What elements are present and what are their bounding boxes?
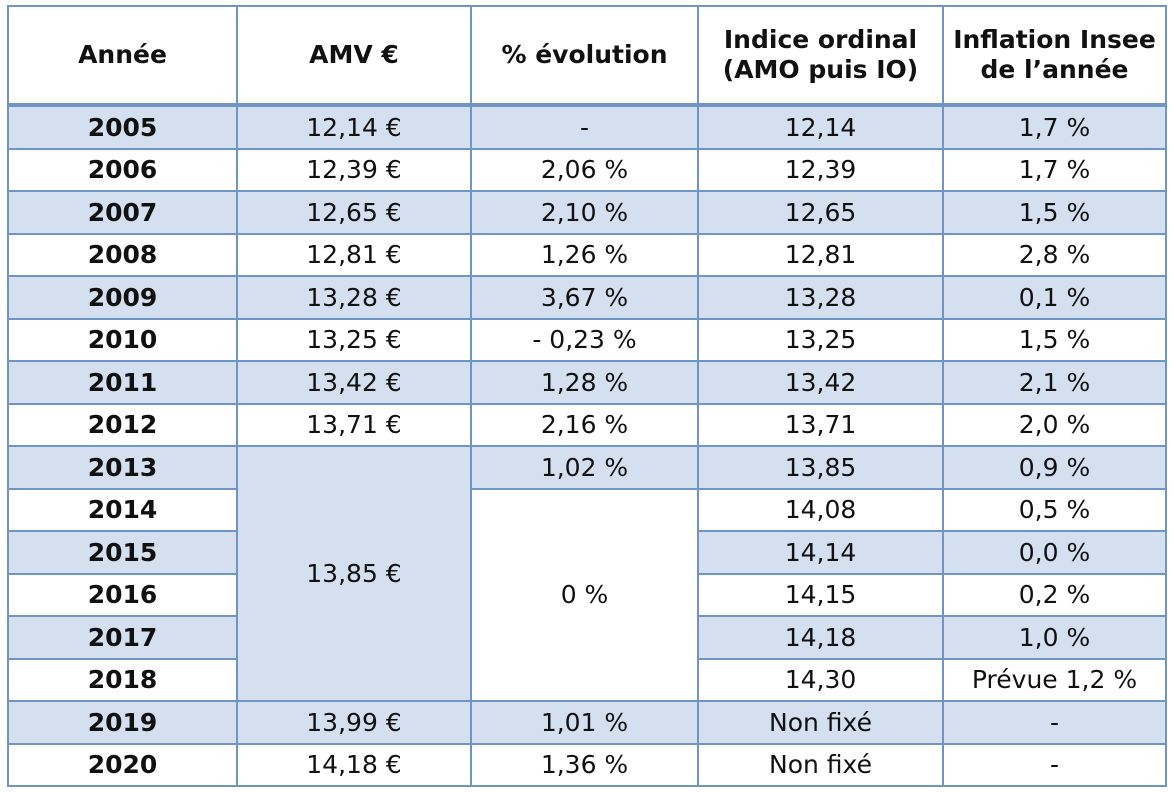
- evolution-cell: 1,36 %: [470, 742, 699, 787]
- indice-cell: 12,81: [697, 232, 944, 277]
- evolution-cell: 1,01 %: [470, 700, 699, 745]
- inflation-cell: 2,0 %: [942, 402, 1167, 447]
- inflation-cell: 1,0 %: [942, 615, 1167, 660]
- inflation-cell: -: [942, 700, 1167, 745]
- table-row: 2016 14,15 0,2 %: [7, 572, 1167, 617]
- evolution-cell: 2,06 %: [470, 147, 699, 192]
- table-row: 2015 14,14 0,0 %: [7, 530, 1167, 575]
- header-inflation: Inflation Insee de l’année: [942, 5, 1167, 106]
- year-cell: 2016: [7, 572, 238, 617]
- year-cell: 2020: [7, 742, 238, 787]
- header-amv: AMV €: [236, 5, 472, 106]
- amv-cell: 13,28 €: [236, 275, 472, 320]
- evolution-cell: 1,26 %: [470, 232, 699, 277]
- inflation-cell: 2,1 %: [942, 360, 1167, 405]
- inflation-cell: -: [942, 742, 1167, 787]
- indice-cell: Non fixé: [697, 742, 944, 787]
- evolution-cell: 3,67 %: [470, 275, 699, 320]
- amv-table: Année AMV € % évolution Indice ordinal (…: [7, 5, 1167, 787]
- header-indice-ordinal: Indice ordinal (AMO puis IO): [697, 5, 944, 106]
- evolution-cell: -: [470, 104, 699, 150]
- table-row: 2011 13,42 € 1,28 % 13,42 2,1 %: [7, 360, 1167, 405]
- amv-cell: 12,81 €: [236, 232, 472, 277]
- amv-merged-cell: 13,85 €: [236, 445, 472, 702]
- table-row: 2017 14,18 1,0 %: [7, 615, 1167, 660]
- year-cell: 2017: [7, 615, 238, 660]
- table-row: 2009 13,28 € 3,67 % 13,28 0,1 %: [7, 275, 1167, 320]
- indice-cell: 13,42: [697, 360, 944, 405]
- year-cell: 2015: [7, 530, 238, 575]
- year-cell: 2013: [7, 445, 238, 490]
- year-cell: 2006: [7, 147, 238, 192]
- year-cell: 2014: [7, 487, 238, 532]
- table-row: 2007 12,65 € 2,10 % 12,65 1,5 %: [7, 190, 1167, 235]
- indice-cell: 14,30: [697, 657, 944, 702]
- inflation-cell: 1,5 %: [942, 190, 1167, 235]
- amv-cell: 13,42 €: [236, 360, 472, 405]
- header-annee: Année: [7, 5, 238, 106]
- indice-cell: 14,15: [697, 572, 944, 617]
- table-row: 2020 14,18 € 1,36 % Non fixé -: [7, 742, 1167, 787]
- amv-cell: 13,25 €: [236, 317, 472, 362]
- amv-cell: 13,71 €: [236, 402, 472, 447]
- indice-cell: 14,14: [697, 530, 944, 575]
- table-row: 2010 13,25 € - 0,23 % 13,25 1,5 %: [7, 317, 1167, 362]
- header-row: Année AMV € % évolution Indice ordinal (…: [7, 5, 1167, 106]
- indice-cell: 13,25: [697, 317, 944, 362]
- inflation-cell: 2,8 %: [942, 232, 1167, 277]
- inflation-cell: 0,9 %: [942, 445, 1167, 490]
- inflation-cell: 1,7 %: [942, 147, 1167, 192]
- amv-cell: 14,18 €: [236, 742, 472, 787]
- evolution-cell: 1,28 %: [470, 360, 699, 405]
- year-cell: 2008: [7, 232, 238, 277]
- amv-cell: 12,39 €: [236, 147, 472, 192]
- table-container: Année AMV € % évolution Indice ordinal (…: [7, 5, 1167, 787]
- inflation-cell: 1,5 %: [942, 317, 1167, 362]
- indice-cell: 13,85: [697, 445, 944, 490]
- amv-cell: 12,65 €: [236, 190, 472, 235]
- amv-cell: 13,99 €: [236, 700, 472, 745]
- table-row: 2013 13,85 € 1,02 % 13,85 0,9 %: [7, 445, 1167, 702]
- table-row: 2012 13,71 € 2,16 % 13,71 2,0 %: [7, 402, 1167, 447]
- inflation-cell: 0,2 %: [942, 572, 1167, 617]
- year-cell: 2019: [7, 700, 238, 745]
- indice-cell: 14,08: [697, 487, 944, 532]
- evolution-merged-cell: 0 %: [470, 487, 699, 702]
- evolution-cell: - 0,23 %: [470, 317, 699, 362]
- table-row: 2006 12,39 € 2,06 % 12,39 1,7 %: [7, 147, 1167, 192]
- table-row: 2014 0 % 14,08 0,5 %: [7, 487, 1167, 702]
- inflation-cell: Prévue 1,2 %: [942, 657, 1167, 702]
- year-cell: 2011: [7, 360, 238, 405]
- inflation-cell: 0,0 %: [942, 530, 1167, 575]
- inflation-cell: 0,1 %: [942, 275, 1167, 320]
- indice-cell: 13,71: [697, 402, 944, 447]
- table-row: 2019 13,99 € 1,01 % Non fixé -: [7, 700, 1167, 745]
- evolution-cell: 1,02 %: [470, 445, 699, 490]
- indice-cell: 12,65: [697, 190, 944, 235]
- header-evolution: % évolution: [470, 5, 699, 106]
- year-cell: 2012: [7, 402, 238, 447]
- evolution-cell: 2,10 %: [470, 190, 699, 235]
- indice-cell: Non fixé: [697, 700, 944, 745]
- indice-cell: 13,28: [697, 275, 944, 320]
- indice-cell: 12,14: [697, 104, 944, 150]
- amv-cell: 12,14 €: [236, 104, 472, 150]
- evolution-cell: 2,16 %: [470, 402, 699, 447]
- table-row: 2005 12,14 € - 12,14 1,7 %: [7, 104, 1167, 150]
- table-row: 2008 12,81 € 1,26 % 12,81 2,8 %: [7, 232, 1167, 277]
- year-cell: 2005: [7, 104, 238, 150]
- year-cell: 2010: [7, 317, 238, 362]
- inflation-cell: 1,7 %: [942, 104, 1167, 150]
- year-cell: 2018: [7, 657, 238, 702]
- inflation-cell: 0,5 %: [942, 487, 1167, 532]
- table-row: 2018 14,30 Prévue 1,2 %: [7, 657, 1167, 702]
- indice-cell: 14,18: [697, 615, 944, 660]
- indice-cell: 12,39: [697, 147, 944, 192]
- year-cell: 2009: [7, 275, 238, 320]
- year-cell: 2007: [7, 190, 238, 235]
